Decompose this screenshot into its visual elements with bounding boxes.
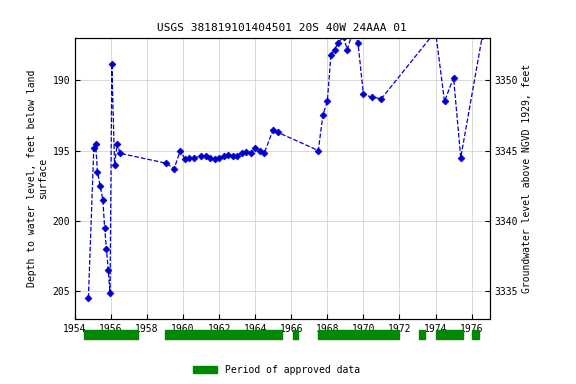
Y-axis label: Depth to water level, feet below land
surface: Depth to water level, feet below land su… <box>26 70 48 287</box>
Bar <box>319 329 399 339</box>
Bar <box>435 329 463 339</box>
Bar <box>419 329 425 339</box>
Y-axis label: Groundwater level above NGVD 1929, feet: Groundwater level above NGVD 1929, feet <box>522 64 532 293</box>
Bar <box>293 329 298 339</box>
Title: USGS 381819101404501 20S 40W 24AAA 01: USGS 381819101404501 20S 40W 24AAA 01 <box>157 23 407 33</box>
Bar <box>165 329 282 339</box>
Bar <box>472 329 479 339</box>
Legend: Period of approved data: Period of approved data <box>189 361 364 379</box>
Bar <box>84 329 138 339</box>
